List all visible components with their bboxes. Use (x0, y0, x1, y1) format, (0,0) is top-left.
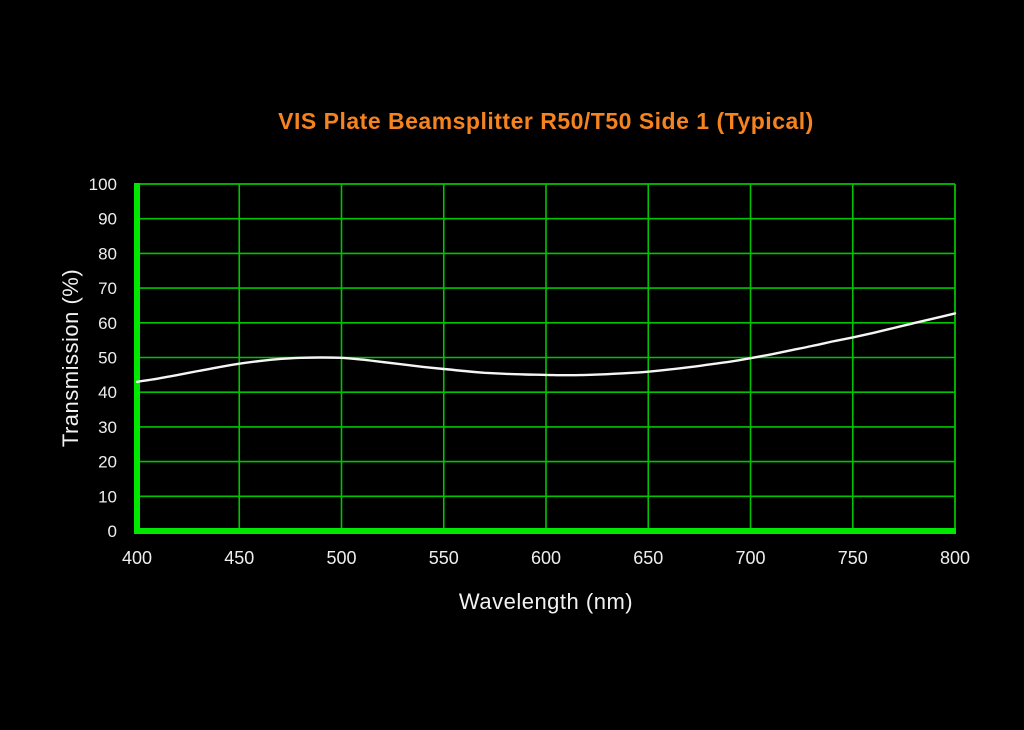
x-tick-label: 450 (224, 548, 254, 568)
y-tick-label: 100 (89, 175, 117, 194)
x-tick-label: 750 (838, 548, 868, 568)
y-tick-label: 40 (98, 383, 117, 402)
y-tick-label: 10 (98, 487, 117, 506)
x-tick-label: 650 (633, 548, 663, 568)
y-tick-label: 80 (98, 244, 117, 263)
y-tick-label: 30 (98, 418, 117, 437)
x-axis-label: Wavelength (nm) (458, 589, 634, 614)
chart-title: VIS Plate Beamsplitter R50/T50 Side 1 (T… (278, 108, 814, 134)
x-tick-label: 600 (531, 548, 561, 568)
y-tick-label: 70 (98, 279, 117, 298)
y-tick-label: 60 (98, 314, 117, 333)
transmission-curve (135, 312, 957, 383)
y-tick-label: 50 (98, 349, 117, 368)
x-tick-label: 800 (940, 548, 970, 568)
x-tick-label: 700 (735, 548, 765, 568)
y-tick-label: 90 (98, 210, 117, 229)
x-tick-label: 400 (122, 548, 152, 568)
x-tick-label: 550 (429, 548, 459, 568)
y-tick-label: 20 (98, 453, 117, 472)
x-tick-label: 500 (326, 548, 356, 568)
y-tick-label: 0 (108, 522, 117, 541)
